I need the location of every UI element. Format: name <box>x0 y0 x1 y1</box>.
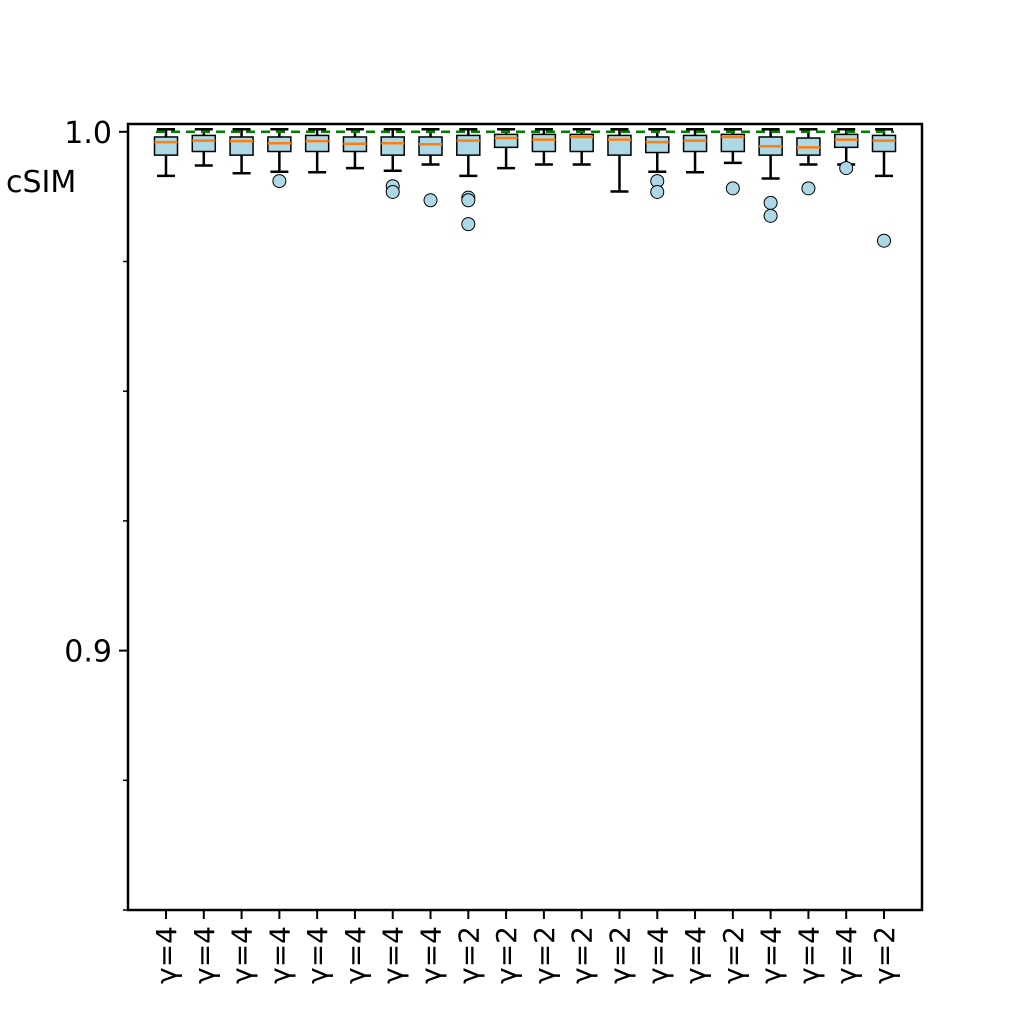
outlier-point <box>272 174 287 189</box>
box-body <box>569 133 594 153</box>
box-body <box>833 133 859 149</box>
box-body <box>493 133 519 149</box>
box-12 <box>569 127 594 166</box>
y-tick-label: 1.0 <box>64 116 112 151</box>
outlier-point <box>763 208 778 223</box>
box-body <box>531 133 557 153</box>
box-body <box>380 136 405 156</box>
box-body <box>682 134 708 153</box>
x-tick-label: γ=4 <box>150 926 183 984</box>
outlier-point <box>385 184 400 199</box>
outlier-point <box>763 195 778 210</box>
x-tick-label: γ=4 <box>679 926 712 984</box>
x-tick-label: γ=4 <box>792 926 825 984</box>
box-body <box>645 136 670 154</box>
box-19 <box>833 127 859 176</box>
outlier-point <box>461 193 476 208</box>
x-tick-label: γ=4 <box>263 926 296 984</box>
box-8 <box>418 127 443 208</box>
x-tick-label: γ=2 <box>603 926 636 984</box>
x-tick-label: γ=2 <box>452 926 485 984</box>
x-tick-label: γ=4 <box>415 926 448 984</box>
x-tick-label: γ=4 <box>755 926 788 984</box>
box-body <box>720 133 746 153</box>
x-tick-label: γ=4 <box>830 926 863 984</box>
box-15 <box>682 127 708 174</box>
x-tick-label: γ=2 <box>490 926 523 984</box>
box-3 <box>229 127 254 175</box>
box-5 <box>304 127 330 174</box>
x-tick-label: γ=2 <box>717 926 750 984</box>
box-16 <box>720 127 746 196</box>
outlier-point <box>461 217 476 232</box>
x-axis: γ=4 γ=4 γ=4 γ=4 γ=4 γ=4 γ=4 γ=4 γ=2 γ=2 γ=2 γ=2 γ=2 γ… <box>150 910 901 984</box>
x-tick-label: γ=4 <box>301 926 334 984</box>
outlier-point <box>839 161 854 176</box>
box-18 <box>796 127 821 196</box>
box-4 <box>267 127 292 189</box>
box-body <box>418 136 443 156</box>
box-7 <box>380 127 405 199</box>
box-body <box>304 134 330 153</box>
box-body <box>456 134 481 156</box>
box-body <box>191 134 217 153</box>
box-10 <box>493 127 519 170</box>
box-1 <box>153 127 179 178</box>
plot-frame <box>126 122 924 912</box>
outlier-point <box>801 181 816 196</box>
x-tick-label: γ=4 <box>339 926 372 984</box>
outlier-point <box>725 181 740 196</box>
box-6 <box>342 127 368 170</box>
y-axis: 0.9 1.0 <box>64 116 128 911</box>
x-tick-label: γ=2 <box>868 926 901 984</box>
outlier-point <box>423 193 438 208</box>
y-axis-label: cSIM <box>6 165 76 200</box>
box-body <box>871 134 897 153</box>
box-9 <box>456 127 481 232</box>
x-tick-label: γ=2 <box>566 926 599 984</box>
box-17 <box>758 127 783 223</box>
x-tick-label: γ=4 <box>226 926 259 984</box>
plot-marks <box>153 127 897 248</box>
x-tick-label: γ=2 <box>528 926 561 984</box>
box-13 <box>607 127 632 193</box>
box-body <box>229 136 254 156</box>
outlier-point <box>650 184 665 199</box>
y-tick-label: 0.9 <box>64 635 112 670</box>
x-tick-label: γ=4 <box>377 926 410 984</box>
box-14 <box>645 127 670 199</box>
x-tick-label: γ=4 <box>641 926 674 984</box>
box-2 <box>191 127 217 167</box>
x-tick-label: γ=4 <box>188 926 221 984</box>
box-11 <box>531 127 557 166</box>
outlier-point <box>877 233 891 248</box>
box-20 <box>871 127 897 248</box>
box-body <box>153 136 179 156</box>
